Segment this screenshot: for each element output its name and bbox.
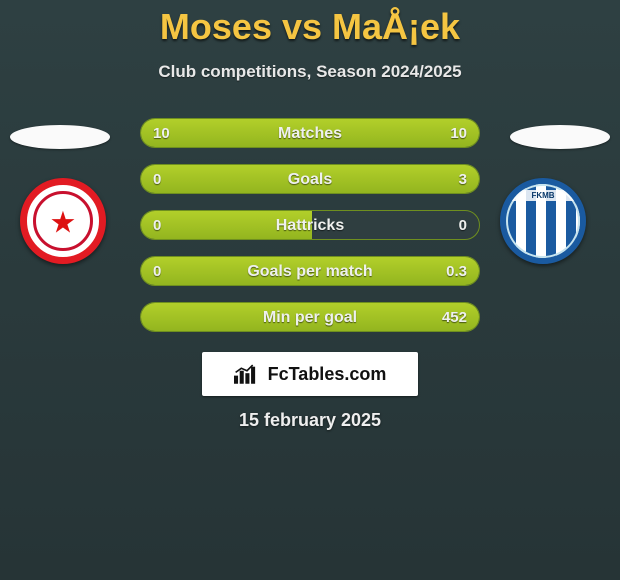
- stat-row-min-per-goal: 452Min per goal: [140, 302, 480, 332]
- stat-label: Goals per match: [141, 257, 479, 286]
- match-date: 15 february 2025: [0, 410, 620, 431]
- stat-row-hattricks: 00Hattricks: [140, 210, 480, 240]
- stats-column: 1010Matches 03Goals 00Hattricks 00.3Goals p…: [140, 118, 480, 348]
- brand-badge[interactable]: FcTables.com: [202, 352, 418, 396]
- subtitle: Club competitions, Season 2024/2025: [0, 62, 620, 82]
- brand-text: FcTables.com: [268, 364, 387, 385]
- bar-chart-icon: [234, 364, 260, 384]
- stat-label: Hattricks: [141, 211, 479, 240]
- stat-label: Goals: [141, 165, 479, 194]
- stat-row-goals: 03Goals: [140, 164, 480, 194]
- stat-row-matches: 1010Matches: [140, 118, 480, 148]
- stat-row-goals-per-match: 00.3Goals per match: [140, 256, 480, 286]
- h2h-infographic: Moses vs MaÅ¡ek Club competitions, Seaso…: [0, 0, 620, 580]
- slavia-praha-crest: ★: [20, 178, 106, 264]
- stat-label: Matches: [141, 119, 479, 148]
- player-photo-right-placeholder: [510, 125, 610, 149]
- crest-label: FKMB: [506, 190, 580, 201]
- player-photo-left-placeholder: [10, 125, 110, 149]
- page-title: Moses vs MaÅ¡ek: [0, 0, 620, 48]
- mlada-boleslav-crest: FKMB: [500, 178, 586, 264]
- club-crest-left: ★: [20, 178, 120, 264]
- star-icon: ★: [50, 205, 77, 240]
- stat-label: Min per goal: [141, 303, 479, 332]
- club-crest-right: FKMB: [500, 178, 600, 264]
